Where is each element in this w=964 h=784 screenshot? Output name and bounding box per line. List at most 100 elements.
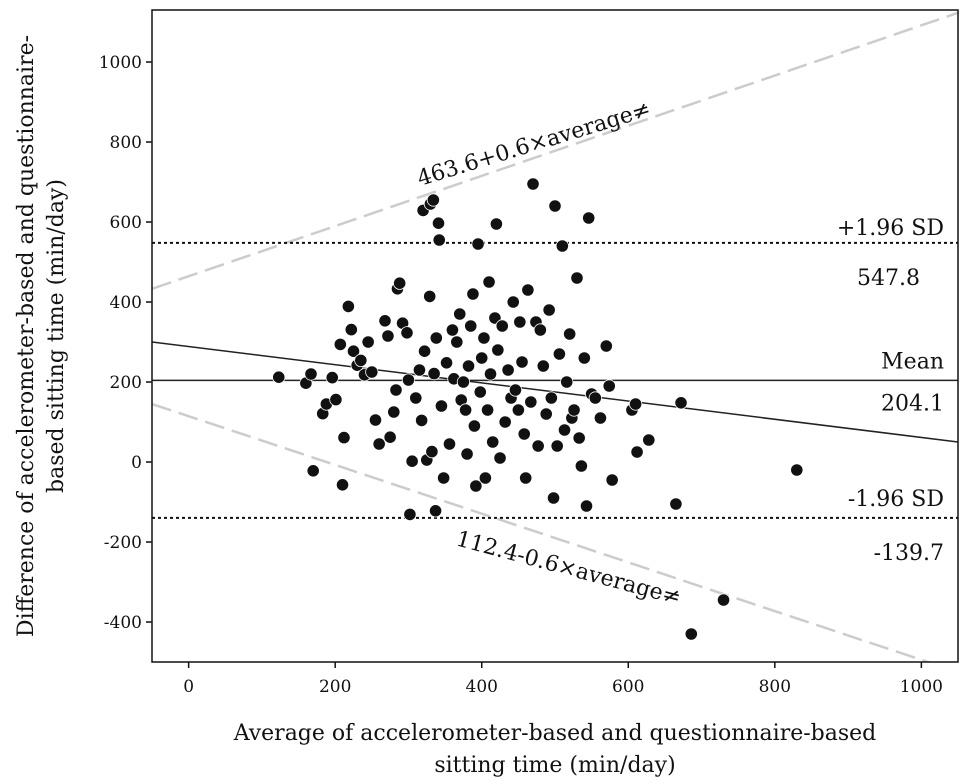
y-axis-title-line2: based sitting time (min/day) (44, 179, 69, 493)
y-tick-label: 800 (110, 133, 142, 153)
y-tick-label: 0 (131, 453, 142, 473)
data-point (415, 413, 429, 427)
data-point (412, 363, 427, 377)
data-point (501, 363, 515, 377)
data-point (426, 193, 440, 207)
data-point (460, 447, 474, 461)
data-point (531, 439, 545, 453)
y-tick-label: -400 (104, 613, 142, 633)
data-point (372, 437, 386, 451)
data-point (599, 339, 613, 353)
data-point (432, 233, 446, 247)
data-point (574, 459, 588, 473)
data-point (459, 403, 473, 417)
data-point (401, 373, 416, 387)
data-point (409, 391, 423, 405)
data-point (387, 405, 401, 419)
data-point (423, 289, 437, 303)
upper-loa-label: +1.96 SD (837, 216, 944, 241)
data-point (521, 283, 535, 297)
data-point (515, 355, 529, 369)
data-point (453, 307, 467, 321)
data-point (425, 444, 439, 459)
data-point (464, 319, 478, 333)
x-tick-label: 200 (319, 677, 351, 697)
data-point (517, 427, 531, 441)
data-point (548, 199, 562, 213)
data-point (526, 177, 540, 191)
data-point (684, 627, 698, 641)
data-point (428, 504, 443, 518)
data-point (354, 353, 368, 367)
data-point (368, 413, 383, 427)
x-axis-title-line1: Average of accelerometer-based and quest… (233, 721, 877, 746)
data-point (383, 430, 397, 444)
data-point (417, 344, 432, 358)
plot-frame (151, 9, 959, 663)
data-point (437, 471, 451, 485)
lower-regression-limit-line (152, 402, 932, 662)
data-point (378, 314, 392, 328)
data-point (393, 276, 407, 290)
data-point (570, 271, 584, 285)
data-point (475, 351, 489, 365)
data-point (588, 391, 602, 405)
x-tick-label: 400 (466, 677, 498, 697)
data-point (513, 315, 527, 329)
data-point (579, 499, 594, 513)
x-tick-label: 1000 (900, 677, 943, 697)
data-point (467, 419, 481, 433)
data-point (508, 383, 523, 397)
data-point (536, 359, 550, 373)
data-point (555, 239, 569, 253)
data-point (489, 217, 503, 231)
data-point (450, 335, 464, 349)
data-point (482, 275, 496, 289)
data-point (478, 471, 492, 485)
mean-value: 204.1 (881, 391, 944, 416)
regression-line (152, 341, 958, 443)
y-tick-label: 600 (110, 213, 142, 233)
data-point (335, 478, 350, 492)
data-point (381, 329, 395, 343)
data-point (560, 375, 574, 389)
data-point (790, 463, 804, 477)
x-tick-label: 800 (759, 677, 791, 697)
data-point (550, 439, 564, 453)
data-point (427, 366, 441, 381)
lower-loa-label: -1.96 SD (848, 487, 944, 512)
data-point (461, 359, 476, 373)
data-point (389, 383, 403, 397)
data-point (630, 445, 644, 459)
data-point (477, 331, 491, 345)
data-point (582, 211, 596, 225)
data-point (469, 479, 483, 493)
data-point (511, 403, 525, 417)
data-point (480, 403, 495, 417)
data-point (577, 351, 591, 365)
data-point (466, 287, 480, 301)
data-point (602, 379, 616, 393)
data-point (304, 367, 318, 381)
data-point (361, 335, 375, 349)
data-point (442, 437, 457, 451)
data-point (552, 347, 566, 361)
data-point (524, 395, 538, 409)
data-point (498, 415, 512, 429)
data-point (491, 343, 505, 357)
data-point (272, 370, 286, 384)
data-point (486, 435, 500, 449)
data-point (365, 365, 379, 379)
data-point (456, 375, 471, 389)
data-point (473, 385, 487, 399)
data-point (403, 507, 417, 522)
y-tick-label: 200 (110, 373, 142, 393)
data-point (346, 344, 361, 358)
data-point (445, 323, 460, 337)
data-point (471, 237, 485, 251)
data-point (325, 370, 339, 385)
data-point (306, 464, 320, 478)
x-tick-label: 0 (183, 677, 194, 697)
